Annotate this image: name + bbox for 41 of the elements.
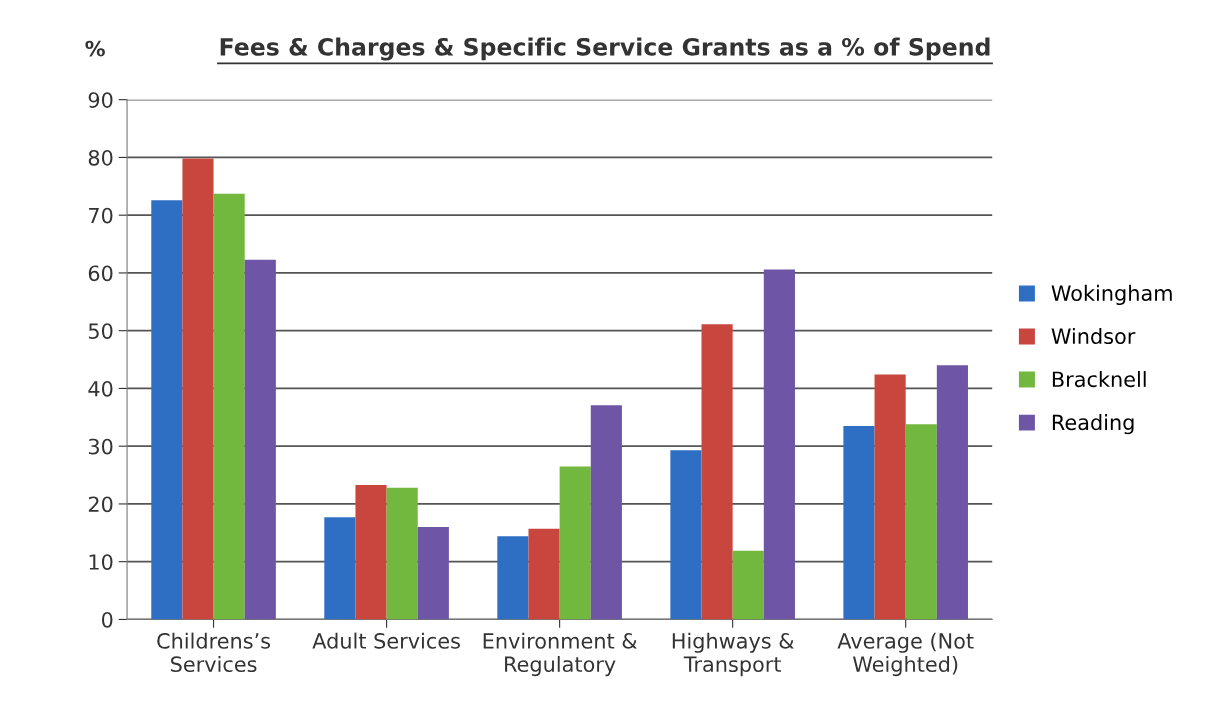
bar	[874, 374, 906, 620]
x-tick-label: Highways & Transport	[672, 632, 794, 677]
y-tick-label: 60	[88, 265, 113, 282]
bar	[417, 527, 449, 620]
bar	[324, 517, 356, 620]
x-tick-label: Average (Not Weighted)	[837, 632, 974, 677]
bar	[497, 536, 529, 620]
y-tick-label: 50	[88, 323, 113, 339]
bar	[905, 424, 937, 620]
bar	[386, 487, 418, 620]
y-axis-title: %	[85, 40, 105, 57]
bar	[732, 550, 764, 620]
bar	[182, 158, 214, 620]
bar	[559, 466, 591, 620]
y-tick-label: 80	[88, 149, 113, 166]
y-tick-label: 0	[101, 611, 113, 628]
legend-label: Bracknell	[1052, 371, 1146, 388]
legend-label: Windsor	[1051, 327, 1136, 345]
bar	[355, 484, 387, 620]
x-tick-label: Childrens’s Services	[157, 632, 271, 673]
x-tick-label: Adult Services	[312, 632, 460, 649]
y-tick-label: 70	[89, 207, 113, 224]
y-tick-label: 40	[88, 380, 113, 397]
legend-label: Wokingham	[1051, 284, 1172, 306]
bar	[590, 405, 622, 620]
bar	[151, 200, 183, 620]
y-tick-label: 10	[89, 554, 113, 570]
legend-label: Reading	[1052, 414, 1134, 435]
chart-title: Fees & Charges & Specific Service Grants as a % of Spend	[220, 37, 990, 61]
y-tick-label: 20	[88, 496, 113, 513]
bar	[843, 425, 875, 620]
bar	[936, 365, 968, 620]
bar	[528, 528, 560, 620]
y-tick-label: 30	[88, 438, 113, 455]
y-tick-label: 90	[88, 92, 113, 108]
bar	[213, 193, 245, 620]
bar	[763, 269, 795, 620]
bar	[670, 450, 702, 620]
x-tick-label: Environment & Regulatory	[483, 632, 637, 677]
bar	[701, 324, 733, 620]
bar	[244, 259, 276, 620]
